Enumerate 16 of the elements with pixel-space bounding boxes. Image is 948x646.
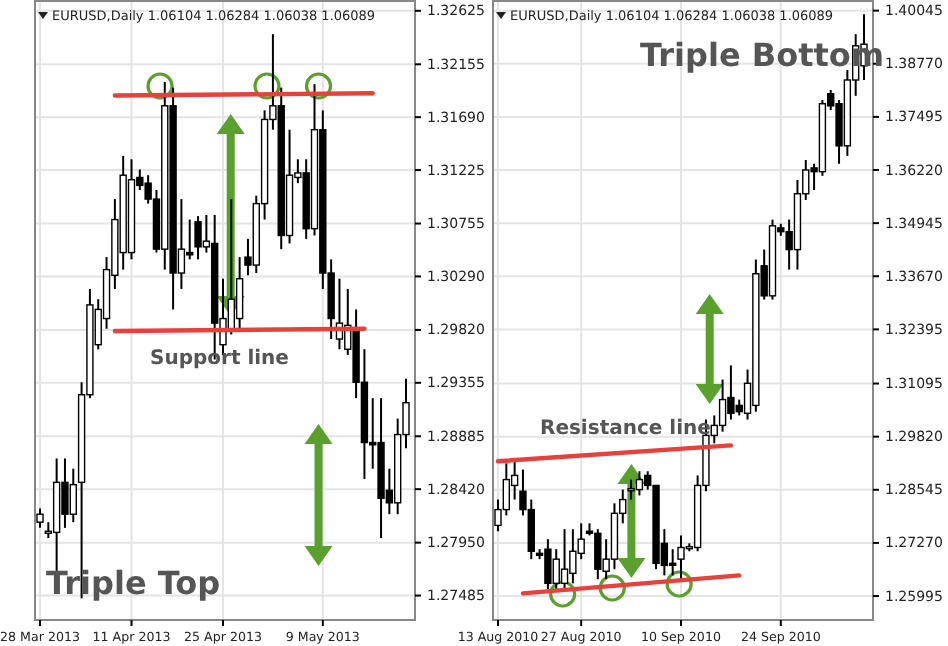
candlestick bbox=[61, 457, 69, 529]
candlestick bbox=[552, 548, 560, 591]
candlestick bbox=[677, 534, 685, 581]
annotation: Support line bbox=[150, 348, 290, 370]
candlestick bbox=[635, 470, 644, 497]
candlestick bbox=[69, 467, 77, 524]
candlestick bbox=[718, 378, 727, 433]
candlestick bbox=[569, 528, 577, 585]
candlestick bbox=[610, 502, 619, 571]
candlestick bbox=[560, 528, 569, 591]
candlestick bbox=[668, 548, 677, 577]
candlestick bbox=[594, 528, 602, 581]
candlestick bbox=[527, 498, 535, 561]
candlestick bbox=[544, 538, 552, 591]
candlestick bbox=[194, 215, 202, 261]
candlestick bbox=[235, 256, 244, 330]
